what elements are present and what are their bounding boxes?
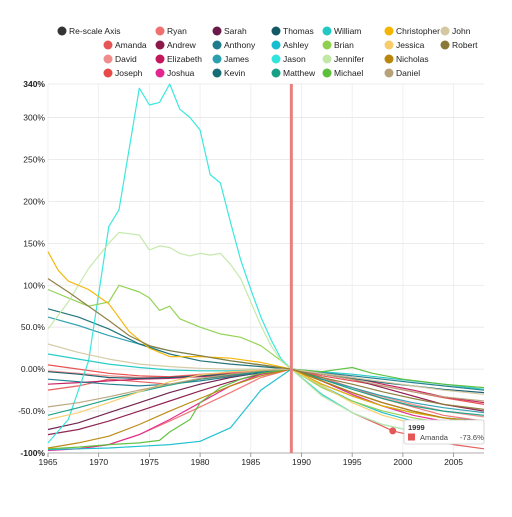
reference-year-line[interactable]: [289, 84, 293, 453]
x-tick-label-1975: 1975: [140, 457, 159, 467]
rescale-axis-icon[interactable]: [57, 26, 67, 36]
x-tick-label-1965: 1965: [39, 457, 58, 467]
tooltip-value: -73.6%: [460, 433, 484, 442]
x-tick-label-2000: 2000: [393, 457, 412, 467]
legend-label-ryan[interactable]: Ryan: [167, 26, 187, 36]
legend-swatch-anthony[interactable]: [212, 40, 222, 50]
legend-swatch-jason[interactable]: [271, 54, 281, 64]
series-line-michael[interactable]: [47, 366, 485, 450]
y-tick-label-50-0-: 50.0%: [21, 322, 46, 332]
legend-swatch-andrew[interactable]: [155, 40, 165, 50]
legend-swatch-james[interactable]: [212, 54, 222, 64]
legend-swatch-ashley[interactable]: [271, 40, 281, 50]
legend-swatch-robert[interactable]: [440, 40, 450, 50]
legend-label-brian[interactable]: Brian: [334, 40, 354, 50]
legend-label-matthew[interactable]: Matthew: [283, 68, 316, 78]
y-tick-label-340-: 340%: [23, 79, 45, 89]
y-tick-label-250-: 250%: [23, 154, 45, 164]
legend-swatch-ryan[interactable]: [155, 26, 165, 36]
y-tick-label--100-: -100%: [20, 448, 45, 458]
series-line-brian[interactable]: [47, 284, 485, 429]
y-tick-label--50-0-: -50.0%: [18, 406, 45, 416]
legend-swatch-nicholas[interactable]: [384, 54, 394, 64]
axes: 340% 300% 250% 200% 150% 100% 50.0% 0.00% -50.0%…: [18, 79, 484, 467]
series-line-nicholas[interactable]: [47, 368, 485, 449]
series-line-jason[interactable]: [47, 83, 485, 444]
legend-label-kevin[interactable]: Kevin: [224, 68, 246, 78]
highlight-point[interactable]: [389, 427, 397, 435]
series-line-anthony[interactable]: [47, 368, 485, 391]
legend-swatch-joseph[interactable]: [103, 68, 113, 78]
legend-swatch-sarah[interactable]: [212, 26, 222, 36]
legend-label-william[interactable]: William: [334, 26, 361, 36]
y-tick-label-0-00-: 0.00%: [21, 364, 46, 374]
tooltip-series-name: Amanda: [420, 433, 449, 442]
legend-label-nicholas[interactable]: Nicholas: [396, 54, 429, 64]
legend-swatch-christopher[interactable]: [384, 26, 394, 36]
legend-swatch-kevin[interactable]: [212, 68, 222, 78]
series-line-ashley[interactable]: [47, 368, 485, 451]
legend-label-elizabeth[interactable]: Elizabeth: [167, 54, 202, 64]
legend-label-joshua[interactable]: Joshua: [167, 68, 195, 78]
legend-label-christopher[interactable]: Christopher: [396, 26, 440, 36]
legend-label-andrew[interactable]: Andrew: [167, 40, 197, 50]
legend-label-ashley[interactable]: Ashley: [283, 40, 309, 50]
legend-label-jennifer[interactable]: Jennifer: [334, 54, 364, 64]
x-tick-label-1980: 1980: [191, 457, 210, 467]
legend-label-james[interactable]: James: [224, 54, 249, 64]
series-line-jennifer[interactable]: [47, 231, 485, 441]
legend-swatch-michael[interactable]: [322, 68, 332, 78]
series-lines: [47, 83, 485, 452]
legend-swatch-thomas[interactable]: [271, 26, 281, 36]
legend-label-daniel[interactable]: Daniel: [396, 68, 420, 78]
x-tick-label-1985: 1985: [241, 457, 260, 467]
legend-swatch-joshua[interactable]: [155, 68, 165, 78]
legend-label-anthony[interactable]: Anthony: [224, 40, 256, 50]
series-line-robert[interactable]: [47, 278, 485, 410]
legend-swatch-william[interactable]: [322, 26, 332, 36]
legend-label-jessica[interactable]: Jessica: [396, 40, 425, 50]
legend-label-thomas[interactable]: Thomas: [283, 26, 314, 36]
series-line-christopher[interactable]: [47, 251, 485, 423]
legend-label-david[interactable]: David: [115, 54, 137, 64]
legend-swatch-matthew[interactable]: [271, 68, 281, 78]
legend-label-john[interactable]: John: [452, 26, 471, 36]
legend-label-joseph[interactable]: Joseph: [115, 68, 143, 78]
y-tick-label-300-: 300%: [23, 113, 45, 123]
legend-label-sarah[interactable]: Sarah: [224, 26, 247, 36]
series-line-daniel[interactable]: [47, 368, 485, 408]
legend-label-amanda[interactable]: Amanda: [115, 40, 147, 50]
legend-swatch-brian[interactable]: [322, 40, 332, 50]
legend-swatch-daniel[interactable]: [384, 68, 394, 78]
legend-label-robert[interactable]: Robert: [452, 40, 478, 50]
tooltip-swatch: [408, 433, 415, 441]
rescale-axis-label[interactable]: Re-scale Axis: [69, 26, 121, 36]
x-tick-label-1990: 1990: [292, 457, 311, 467]
tooltip: 1999 Amanda -73.6%: [403, 419, 485, 445]
series-line-joshua[interactable]: [47, 368, 485, 452]
legend-swatch-jennifer[interactable]: [322, 54, 332, 64]
series-line-jessica[interactable]: [47, 368, 485, 436]
legend-label-michael[interactable]: Michael: [334, 68, 363, 78]
legend-swatch-elizabeth[interactable]: [155, 54, 165, 64]
y-tick-label-100-: 100%: [23, 280, 45, 290]
legend-label-jason[interactable]: Jason: [283, 54, 306, 64]
series-line-matthew[interactable]: [47, 368, 485, 416]
legend-swatch-jessica[interactable]: [384, 40, 394, 50]
legend[interactable]: Re-scale Axis Amanda David Joseph Ryan Andre…: [57, 26, 479, 78]
x-tick-label-2005: 2005: [444, 457, 463, 467]
x-tick-label-1995: 1995: [343, 457, 362, 467]
legend-swatch-david[interactable]: [103, 54, 113, 64]
y-tick-label-200-: 200%: [23, 196, 45, 206]
tooltip-box: [403, 419, 485, 445]
series-line-john[interactable]: [47, 343, 485, 395]
tooltip-year: 1999: [408, 423, 425, 432]
reference-line-group[interactable]: [289, 84, 293, 453]
legend-swatch-john[interactable]: [440, 26, 450, 36]
y-tick-label-150-: 150%: [23, 238, 45, 248]
legend-swatch-amanda[interactable]: [103, 40, 113, 50]
x-tick-label-1970: 1970: [89, 457, 108, 467]
